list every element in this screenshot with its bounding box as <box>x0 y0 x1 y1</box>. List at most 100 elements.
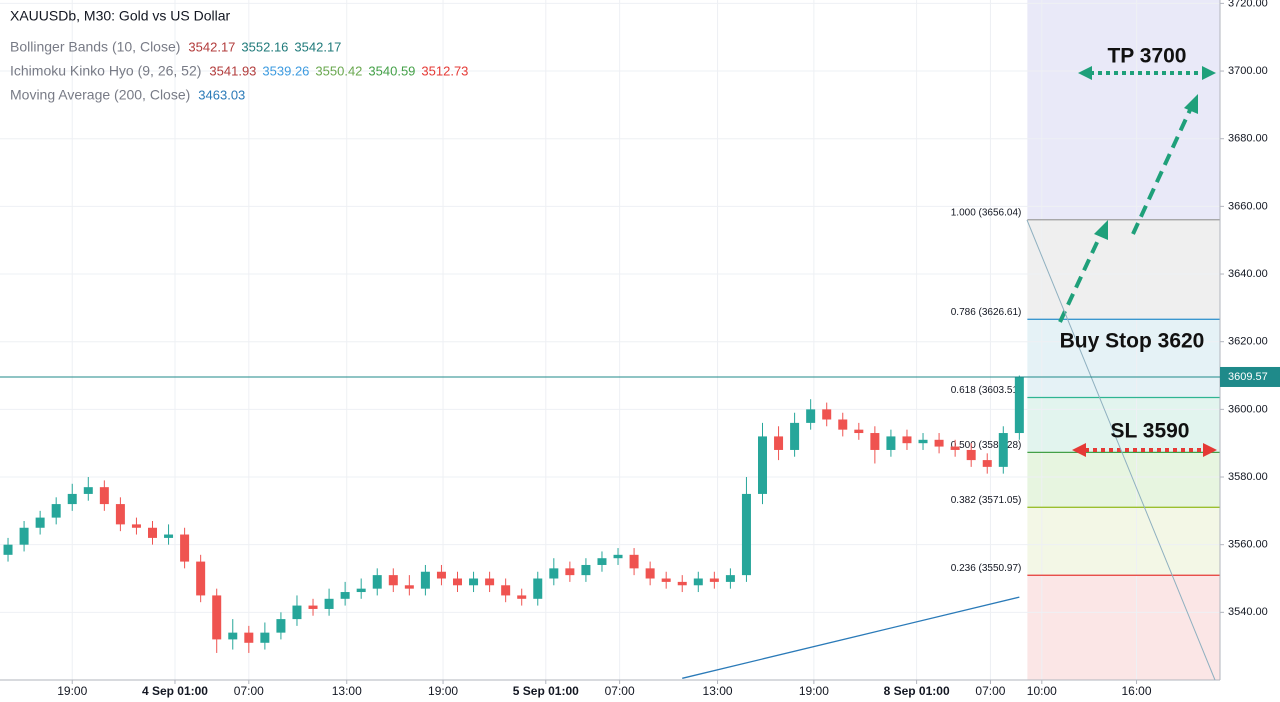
legend: Bollinger Bands (10, Close) 3542.17 3552.1… <box>10 39 468 103</box>
candle-body <box>533 578 543 599</box>
candle-body <box>292 605 302 620</box>
fib-label: 0.786 (3626.61) <box>951 307 1022 318</box>
candle-body <box>854 429 864 434</box>
candle-body <box>148 527 157 538</box>
candle-body <box>629 554 639 569</box>
candle-body <box>645 568 655 579</box>
legend-value: 3540.59 <box>368 63 415 78</box>
fib-zone <box>1027 575 1220 680</box>
candle-body <box>404 585 414 589</box>
fib-label: 0.618 (3603.51) <box>951 385 1022 396</box>
candle-body <box>35 517 45 528</box>
candle-body <box>597 558 607 565</box>
candle-body <box>902 436 912 444</box>
x-tick-label: 19:00 <box>57 684 87 698</box>
arrow-head <box>1072 443 1086 457</box>
candle-body <box>67 493 77 505</box>
legend-value: 3550.42 <box>315 63 362 78</box>
legend-value: 3539.26 <box>262 63 309 78</box>
y-tick-label: 3580.00 <box>1228 471 1268 483</box>
candle-body <box>115 504 125 525</box>
candle-body <box>918 439 928 444</box>
legend-value: 3552.16 <box>241 39 288 54</box>
candle-body <box>758 436 767 494</box>
x-tick-label: 16:00 <box>1122 684 1152 698</box>
candle-body <box>886 436 896 450</box>
sl-label: SL 3590 <box>1110 420 1189 443</box>
candle-body <box>774 436 784 450</box>
x-tick-label: 07:00 <box>975 684 1005 698</box>
candle-body <box>806 409 816 423</box>
legend-value: 3512.73 <box>421 63 468 78</box>
legend-value: 3542.17 <box>294 39 341 54</box>
y-tick-label: 3680.00 <box>1228 133 1268 145</box>
path-arrow <box>1058 235 1102 323</box>
y-tick-label: 3660.00 <box>1228 200 1268 212</box>
y-tick-label: 3720.00 <box>1228 0 1268 9</box>
x-tick-label: 19:00 <box>799 684 829 698</box>
candle-body <box>549 568 559 579</box>
candle-body <box>517 595 527 599</box>
candle-body <box>998 433 1008 467</box>
legend-name: Moving Average (200, Close) <box>10 87 190 103</box>
candle-body <box>709 578 719 582</box>
candle-body <box>196 561 206 596</box>
candle-body <box>613 554 623 559</box>
candle-body <box>485 578 495 586</box>
y-tick-label: 3640.00 <box>1228 268 1268 280</box>
fib-label: 0.382 (3571.05) <box>951 495 1022 506</box>
legend-value: 3542.17 <box>188 39 235 54</box>
candle-body <box>469 578 479 586</box>
y-tick-label: 3560.00 <box>1228 539 1268 551</box>
grid <box>0 0 1220 680</box>
legend-value: 3541.93 <box>209 63 256 78</box>
candle-body <box>99 487 109 505</box>
annotation-arrows <box>1026 66 1217 681</box>
y-tick-label: 3700.00 <box>1228 65 1268 77</box>
fib-zone <box>1027 507 1220 576</box>
candle-body <box>950 446 960 450</box>
arrow-head <box>1094 220 1108 240</box>
fib-zone <box>1027 397 1220 453</box>
candle-body <box>212 595 222 640</box>
x-tick-label: 8 Sep 01:00 <box>884 684 950 698</box>
x-tick-label: 4 Sep 01:00 <box>142 684 208 698</box>
arrow-head <box>1203 443 1217 457</box>
candle-body <box>276 619 286 633</box>
fib-zone <box>1027 319 1220 398</box>
fib-zone <box>1027 219 1220 320</box>
candle-body <box>581 564 591 576</box>
buy-stop-label: Buy Stop 3620 <box>1060 330 1205 353</box>
candle-body <box>131 524 141 528</box>
candle-body <box>966 449 976 461</box>
last-price-label: 3609.57 <box>1228 371 1268 383</box>
y-tick-label: 3540.00 <box>1228 606 1268 618</box>
candle-body <box>228 632 238 640</box>
candle-body <box>790 422 800 450</box>
candle-body <box>661 578 671 582</box>
legend-value: 3463.03 <box>198 87 245 102</box>
fib-label: 1.000 (3656.04) <box>951 207 1022 218</box>
candle-body <box>260 632 270 643</box>
marks: 1.000 (3656.04) 0.786 (3626.61) 0.618 (360… <box>3 207 1220 679</box>
chart-title: XAUUSDb, M30: Gold vs US Dollar <box>10 8 231 24</box>
x-tick-label: 19:00 <box>428 684 458 698</box>
fib-zone <box>1027 452 1220 508</box>
fib-label: 0.236 (3550.97) <box>951 563 1022 574</box>
candle-body <box>420 571 430 589</box>
arrow-head <box>1078 66 1092 80</box>
arrow-head <box>1184 94 1198 114</box>
candle-body <box>51 504 61 518</box>
x-tick-label: 13:00 <box>332 684 362 698</box>
candle-body <box>3 544 13 555</box>
candle-body <box>356 588 366 593</box>
path-arrow <box>1131 109 1192 235</box>
candle-body <box>83 487 93 494</box>
candle-body <box>180 534 190 562</box>
candle-body <box>436 571 446 579</box>
ma-line <box>682 596 1020 679</box>
x-tick-label: 10:00 <box>1027 684 1057 698</box>
candle-body <box>19 527 29 545</box>
